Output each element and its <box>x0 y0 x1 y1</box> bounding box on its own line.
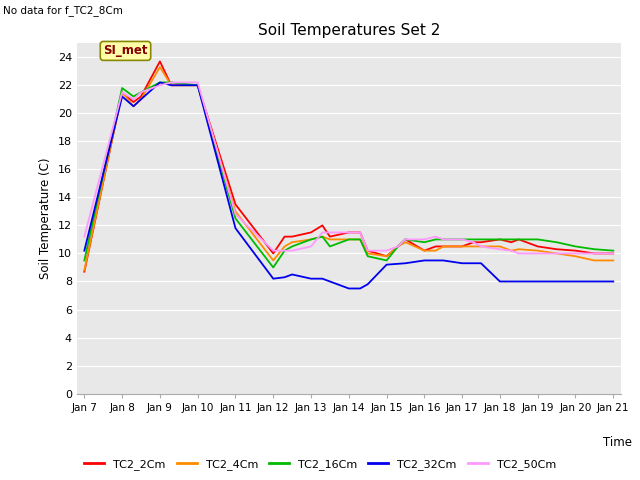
X-axis label: Time: Time <box>603 436 632 449</box>
Title: Soil Temperatures Set 2: Soil Temperatures Set 2 <box>258 23 440 38</box>
Text: SI_met: SI_met <box>103 45 148 58</box>
Y-axis label: Soil Temperature (C): Soil Temperature (C) <box>39 157 52 279</box>
Text: No data for f_TC2_8Cm: No data for f_TC2_8Cm <box>3 5 123 16</box>
Legend: TC2_2Cm, TC2_4Cm, TC2_16Cm, TC2_32Cm, TC2_50Cm: TC2_2Cm, TC2_4Cm, TC2_16Cm, TC2_32Cm, TC… <box>80 455 560 474</box>
